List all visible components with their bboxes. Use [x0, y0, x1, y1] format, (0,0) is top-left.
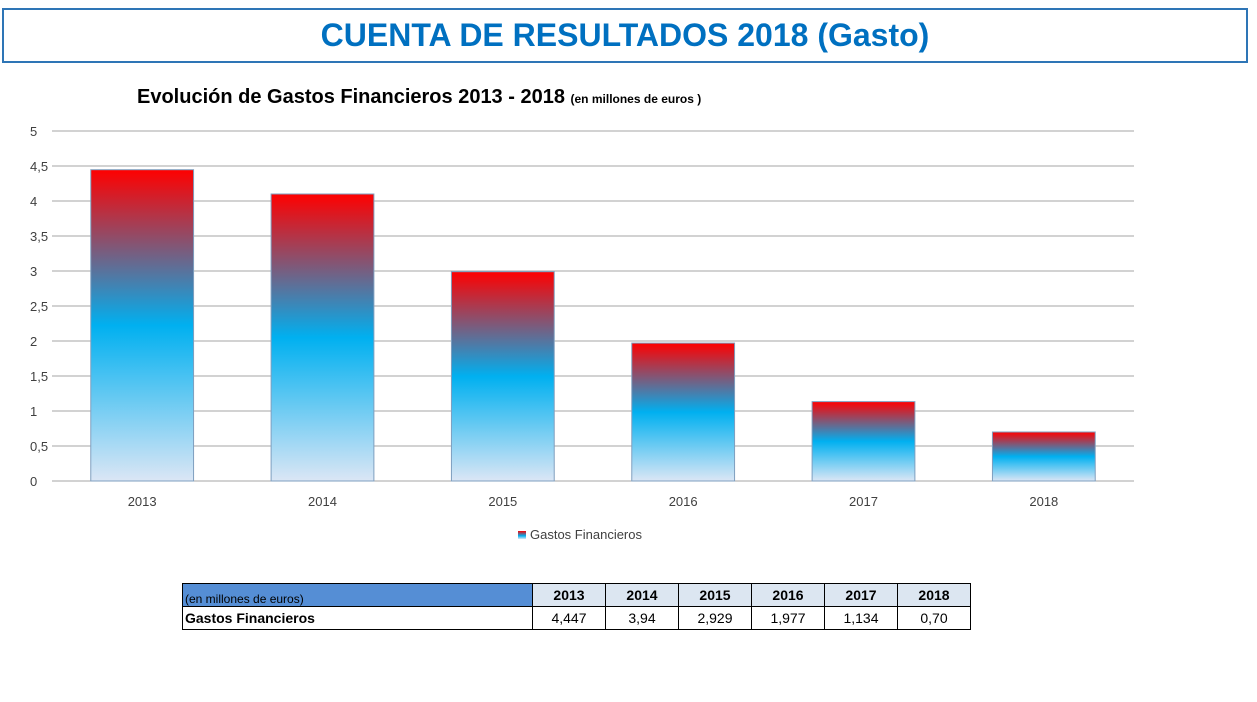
- x-tick-label: 2015: [488, 494, 517, 509]
- bars: [90, 169, 1096, 482]
- chart-subtitle: (en millones de euros ): [570, 92, 702, 106]
- chart-title-text: Evolución de Gastos Financieros 2013 - 2…: [137, 86, 565, 108]
- table-row: Gastos Financieros 4,447 3,94 2,929 1,97…: [182, 606, 971, 630]
- table-row-label: Gastos Financieros: [182, 606, 533, 630]
- x-axis-ticks: 2013 2014 2015 2016 2017 2018: [128, 494, 1059, 509]
- table-year-2016: 2016: [751, 583, 825, 607]
- y-tick-label: 1,5: [30, 369, 48, 384]
- bar-chart: 00,511,522,533,544,55 2013 2014 2015 2016 20…: [30, 124, 1134, 509]
- table-year-2017: 2017: [824, 583, 898, 607]
- bar-2013: [90, 169, 195, 482]
- x-tick-label: 2017: [849, 494, 878, 509]
- bar-2018: [991, 431, 1096, 482]
- legend-swatch: [518, 530, 526, 539]
- bar-2014: [270, 193, 375, 482]
- y-tick-label: 0,5: [30, 439, 48, 454]
- table-year-2014: 2014: [605, 583, 679, 607]
- bar-2016: [631, 342, 736, 482]
- table-header-row: (en millones de euros) 2013 2014 2015 20…: [182, 583, 971, 607]
- data-table: (en millones de euros) 2013 2014 2015 20…: [182, 583, 971, 630]
- y-tick-label: 3,5: [30, 229, 48, 244]
- x-tick-label: 2018: [1029, 494, 1058, 509]
- y-tick-label: 1: [30, 404, 37, 419]
- table-value-2016: 1,977: [751, 606, 825, 630]
- y-tick-label: 5: [30, 124, 37, 139]
- table-value-2018: 0,70: [897, 606, 971, 630]
- page-title: CUENTA DE RESULTADOS 2018 (Gasto): [320, 17, 930, 53]
- x-tick-label: 2016: [669, 494, 698, 509]
- x-tick-label: 2013: [128, 494, 157, 509]
- y-tick-label: 2,5: [30, 299, 48, 314]
- legend-label: Gastos Financieros: [530, 527, 642, 542]
- bar-2017: [811, 401, 916, 482]
- table-value-2017: 1,134: [824, 606, 898, 630]
- table-year-2015: 2015: [678, 583, 752, 607]
- bar-2015: [450, 271, 555, 482]
- table-value-2014: 3,94: [605, 606, 679, 630]
- chart-title: Evolución de Gastos Financieros 2013 - 2…: [137, 86, 701, 109]
- x-tick-label: 2014: [308, 494, 337, 509]
- y-tick-label: 4,5: [30, 159, 48, 174]
- y-axis-ticks: 0 0,5 1 1,5 2 2,5 3 3,5 4 4,5 5: [30, 124, 48, 489]
- y-tick-label: 2: [30, 334, 37, 349]
- y-tick-label: 4: [30, 194, 37, 209]
- legend: Gastos Financieros: [518, 527, 642, 542]
- title-box: CUENTA DE RESULTADOS 2018 (Gasto): [2, 8, 1248, 63]
- table-year-2013: 2013: [532, 583, 606, 607]
- table-value-2015: 2,929: [678, 606, 752, 630]
- gridlines: [52, 130, 1134, 482]
- y-tick-label: 0: [30, 474, 37, 489]
- table-value-2013: 4,447: [532, 606, 606, 630]
- table-year-2018: 2018: [897, 583, 971, 607]
- table-header-label: (en millones de euros): [182, 583, 533, 607]
- y-tick-label: 3: [30, 264, 37, 279]
